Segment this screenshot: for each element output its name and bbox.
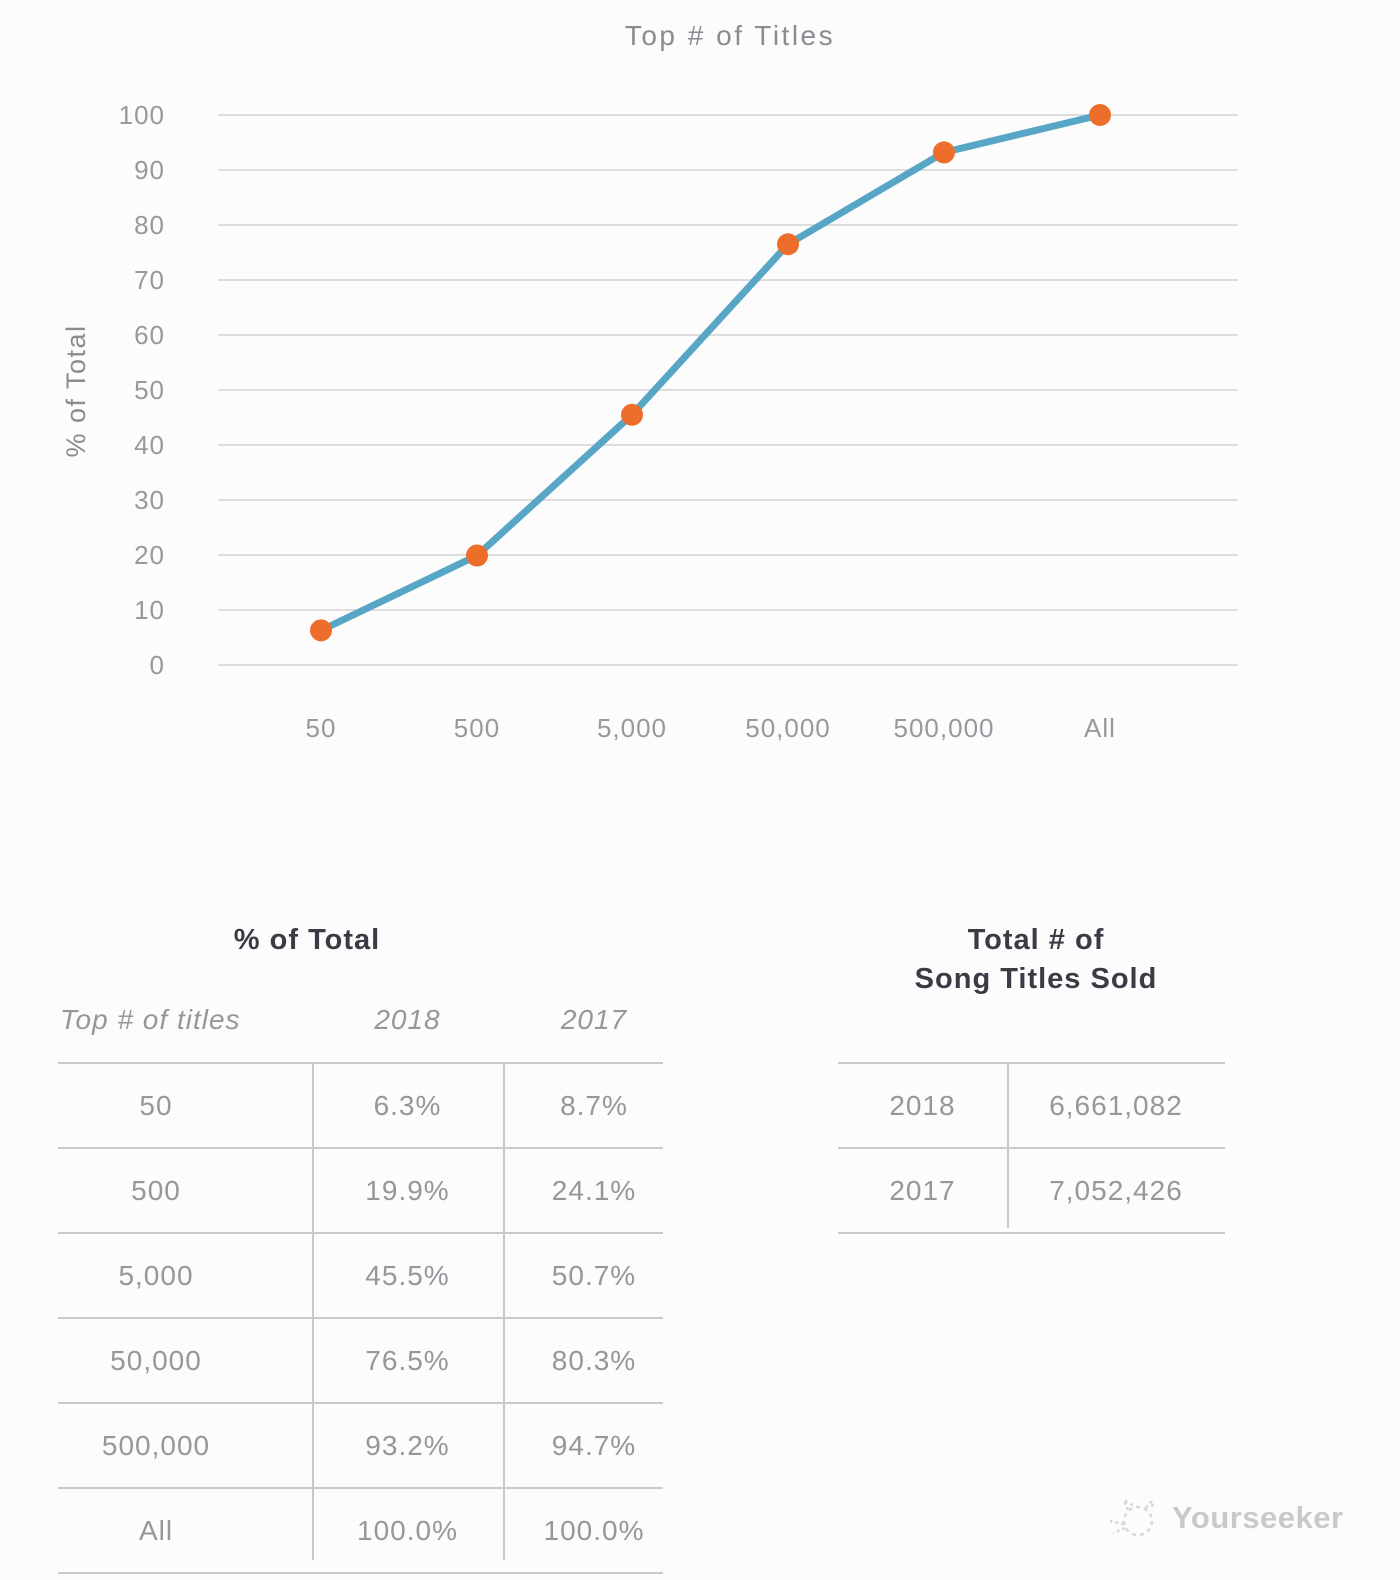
x-tick-label: 500,000 bbox=[894, 713, 995, 743]
data-point-marker bbox=[621, 403, 643, 426]
table-cell: 8.7% bbox=[560, 1089, 628, 1121]
column-header-2018: 2018 bbox=[374, 1004, 441, 1035]
table-row: All 100.0% 100.0% bbox=[58, 1487, 663, 1574]
brand-name: Yourseeker bbox=[1172, 1500, 1344, 1535]
x-tick-label: All bbox=[1084, 713, 1116, 743]
table-cell: 6.3% bbox=[373, 1089, 442, 1121]
table-cell: All bbox=[138, 1514, 174, 1546]
totals-table-separator bbox=[1007, 1062, 1009, 1228]
table-row: 5,000 45.5% 50.7% bbox=[58, 1232, 663, 1317]
y-tick-label: 100 bbox=[119, 100, 165, 130]
y-tick-label: 70 bbox=[134, 265, 165, 295]
x-tick-label: 500 bbox=[454, 713, 500, 743]
y-tick-label: 80 bbox=[134, 210, 165, 240]
percent-table-title: % of Total bbox=[233, 924, 381, 956]
table-row: 500 19.9% 24.1% bbox=[58, 1147, 663, 1232]
table-cell: 45.5% bbox=[365, 1259, 450, 1291]
table-cell: 6,661,082 bbox=[1049, 1089, 1183, 1121]
x-tick-label: 5,000 bbox=[597, 713, 667, 743]
x-tick-label: 50 bbox=[306, 713, 337, 743]
table-cell: 500,000 bbox=[101, 1429, 211, 1461]
data-point-marker bbox=[1089, 104, 1111, 126]
table-cell: 500 bbox=[131, 1174, 181, 1206]
x-tick-label: 50,000 bbox=[745, 713, 831, 743]
table-cell: 50,000 bbox=[110, 1344, 202, 1376]
table-cell: 100.0% bbox=[357, 1514, 458, 1546]
totals-table: 2018 6,661,082 2017 7,052,426 bbox=[838, 1062, 1225, 1234]
table-cell: 94.7% bbox=[551, 1429, 637, 1461]
table-row: 500,000 93.2% 94.7% bbox=[58, 1402, 663, 1487]
totals-title-line2: Song Titles Sold bbox=[914, 963, 1158, 995]
line-chart: 0 10 20 30 40 50 60 70 80 90 100 50 500 5,000 50,000 50… bbox=[119, 100, 1238, 743]
table-cell: 24.1% bbox=[551, 1174, 637, 1206]
data-point-marker bbox=[466, 544, 488, 567]
data-point-marker bbox=[933, 141, 955, 164]
column-header-2017: 2017 bbox=[560, 1004, 628, 1035]
percent-table: 50 6.3% 8.7% 500 19.9% 24.1% 5,000 45.5% 50.7% 50… bbox=[58, 1062, 663, 1574]
y-tick-label: 40 bbox=[134, 430, 165, 460]
table-cell: 93.2% bbox=[365, 1429, 450, 1461]
y-tick-label: 60 bbox=[134, 320, 165, 350]
percent-table-separator-1 bbox=[312, 1062, 314, 1560]
table-row: 2017 7,052,426 bbox=[838, 1147, 1225, 1234]
table-cell: 100.0% bbox=[543, 1514, 645, 1546]
table-cell: 19.9% bbox=[365, 1174, 450, 1206]
data-point-marker bbox=[777, 233, 799, 256]
table-cell: 50 bbox=[139, 1089, 173, 1121]
table-cell: 2018 bbox=[889, 1089, 956, 1121]
percent-table-separator-2 bbox=[503, 1062, 505, 1560]
table-row: 2018 6,661,082 bbox=[838, 1062, 1225, 1147]
column-header-top-titles: Top # of titles bbox=[60, 1004, 241, 1035]
y-tick-label: 50 bbox=[134, 375, 165, 405]
y-tick-label: 30 bbox=[134, 485, 165, 515]
totals-title-line1: Total # of bbox=[967, 924, 1105, 956]
y-tick-label: 90 bbox=[134, 155, 165, 185]
table-cell: 2017 bbox=[889, 1174, 956, 1206]
cat-doodle-icon bbox=[1109, 1497, 1155, 1537]
chart-title: Top # of Titles bbox=[624, 20, 836, 51]
y-tick-label: 10 bbox=[134, 595, 165, 625]
table-cell: 5,000 bbox=[118, 1259, 194, 1291]
y-tick-label: 20 bbox=[134, 540, 165, 570]
table-cell: 76.5% bbox=[365, 1344, 450, 1376]
y-tick-label: 0 bbox=[150, 650, 165, 680]
table-row: 50 6.3% 8.7% bbox=[58, 1062, 663, 1147]
series-line-2018 bbox=[317, 111, 1104, 634]
data-point-marker bbox=[310, 619, 332, 642]
table-row: 50,000 76.5% 80.3% bbox=[58, 1317, 663, 1402]
totals-table-title: Total # of Song Titles Sold bbox=[836, 921, 1236, 999]
table-cell: 50.7% bbox=[551, 1259, 637, 1291]
percent-table-header: Top # of titles 2018 2017 bbox=[58, 1004, 663, 1036]
table-cell: 7,052,426 bbox=[1049, 1174, 1183, 1206]
table-cell: 80.3% bbox=[551, 1344, 637, 1376]
